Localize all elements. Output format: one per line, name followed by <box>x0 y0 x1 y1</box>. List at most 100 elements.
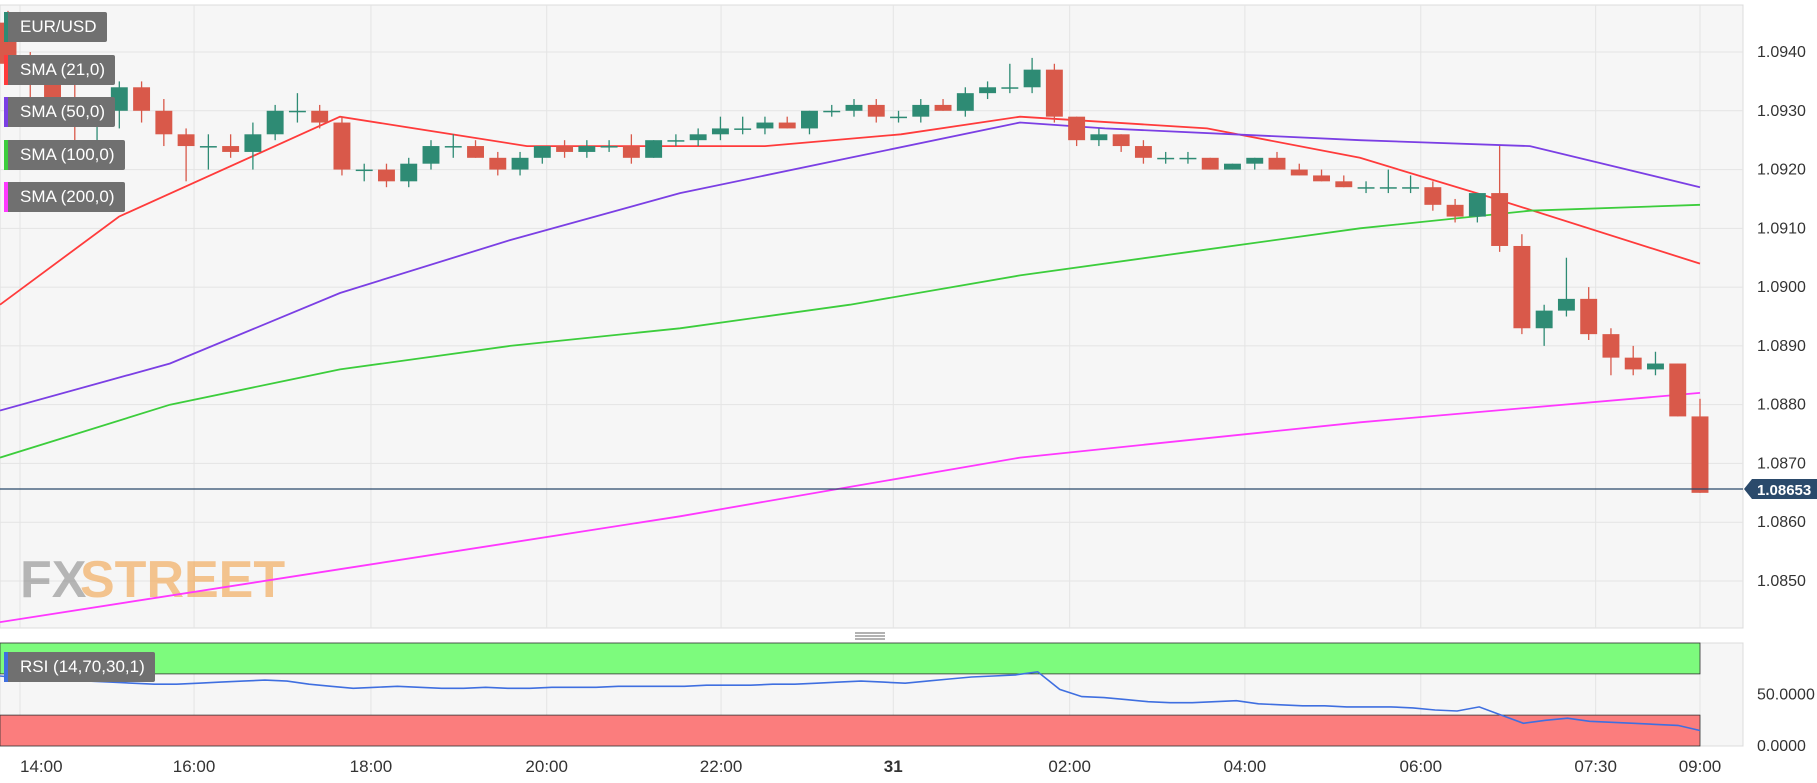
candle-body <box>199 146 217 148</box>
candle <box>1001 63 1019 94</box>
candle-body <box>1513 245 1531 329</box>
fxstreet-watermark: FX STREET <box>20 551 285 609</box>
candle <box>711 116 729 141</box>
candle-body <box>1224 163 1241 170</box>
candle <box>1691 398 1709 493</box>
candle <box>222 134 240 158</box>
sma-line <box>0 392 1701 623</box>
legend-sma21[interactable]: SMA (21,0) <box>4 55 116 85</box>
legend-sma100[interactable]: SMA (100,0) <box>4 140 125 170</box>
candle <box>378 163 395 188</box>
candle-body <box>734 128 752 130</box>
candle <box>1535 304 1553 346</box>
candle-body <box>1468 193 1486 217</box>
rsi-axis: 50.0000 0.0000 <box>1757 687 1815 756</box>
candle <box>912 99 930 123</box>
candle-body <box>1157 157 1175 160</box>
time-axis: 14:00 16:00 18:00 20:00 22:00 31 02:00 04:00 06:… <box>20 757 1721 776</box>
candle-body <box>912 104 930 117</box>
legend-sma50[interactable]: SMA (50,0) <box>4 97 116 127</box>
candle <box>1224 163 1241 170</box>
candle <box>155 99 173 147</box>
time-tick-label: 18:00 <box>350 757 393 776</box>
candle <box>177 128 195 182</box>
candle <box>778 116 796 129</box>
candle <box>467 140 484 158</box>
candle <box>333 116 351 176</box>
watermark-fx: FX <box>20 551 87 609</box>
candle <box>1602 328 1620 376</box>
candle <box>667 134 685 147</box>
candle <box>1268 151 1286 170</box>
price-tick-label: 1.0920 <box>1757 162 1806 179</box>
candle-body <box>266 110 284 135</box>
time-tick-label: 31 <box>884 757 903 776</box>
candle <box>422 140 440 170</box>
candle <box>1513 234 1531 335</box>
candle-body <box>244 134 262 152</box>
candle <box>734 116 752 135</box>
candle <box>400 157 418 188</box>
candle <box>1313 169 1330 182</box>
candle-body <box>333 122 351 170</box>
candle <box>867 99 885 123</box>
legend-swatch <box>4 652 8 682</box>
candle-body <box>533 146 551 158</box>
legend-pair[interactable]: EUR/USD <box>4 12 107 42</box>
candle <box>1335 175 1353 188</box>
candle-body <box>1001 87 1019 89</box>
candle <box>533 146 551 164</box>
price-tick-label: 1.0890 <box>1757 338 1806 355</box>
sma-lines <box>0 115 1701 623</box>
legend-sma50-label: SMA (50,0) <box>20 102 106 121</box>
candle <box>1402 175 1420 194</box>
candle <box>1134 140 1152 164</box>
candle <box>1647 351 1664 376</box>
candle <box>489 151 507 176</box>
candle-body <box>355 169 373 172</box>
price-tick-label: 1.0930 <box>1757 103 1806 120</box>
candle <box>934 99 952 111</box>
candle-body <box>1647 363 1664 370</box>
candle <box>1201 157 1219 170</box>
candle-body <box>600 146 618 148</box>
candle-body <box>890 116 907 119</box>
candle-body <box>934 104 952 111</box>
candle-body <box>1669 363 1687 417</box>
candle <box>645 140 663 158</box>
candle-body <box>1335 181 1353 188</box>
candle-body <box>1112 134 1130 147</box>
candle <box>1179 151 1197 164</box>
candle-body <box>622 146 640 158</box>
legend-rsi-label: RSI (14,70,30,1) <box>20 657 145 676</box>
candle-body <box>1624 357 1642 370</box>
price-tick-label: 1.0900 <box>1757 279 1806 296</box>
candle-body <box>778 122 796 129</box>
pane-resize-handle[interactable] <box>855 632 885 640</box>
candle <box>578 140 596 158</box>
candle-body <box>756 122 774 129</box>
sma-line <box>0 115 1701 306</box>
candle <box>801 110 818 135</box>
price-tick-label: 1.0880 <box>1757 397 1806 414</box>
sma-line <box>0 203 1701 459</box>
legend-sma200[interactable]: SMA (200,0) <box>4 182 125 212</box>
candle <box>444 134 462 158</box>
candle-body <box>1045 69 1063 117</box>
candle <box>556 140 574 158</box>
price-tick-label: 1.0870 <box>1757 455 1806 472</box>
candle <box>1424 181 1442 211</box>
candle <box>1669 363 1687 417</box>
price-pane <box>0 4 1744 629</box>
candle-body <box>155 110 173 135</box>
candle <box>1246 157 1264 170</box>
legend-rsi[interactable]: RSI (14,70,30,1) <box>4 652 155 682</box>
candle-body <box>845 104 863 111</box>
candle-body <box>823 110 841 113</box>
candle-body <box>979 87 997 94</box>
candle <box>956 87 974 117</box>
candle-body <box>1134 146 1152 158</box>
candle-body <box>956 93 974 111</box>
candle-body <box>1557 298 1575 311</box>
candle-body <box>1446 204 1464 217</box>
